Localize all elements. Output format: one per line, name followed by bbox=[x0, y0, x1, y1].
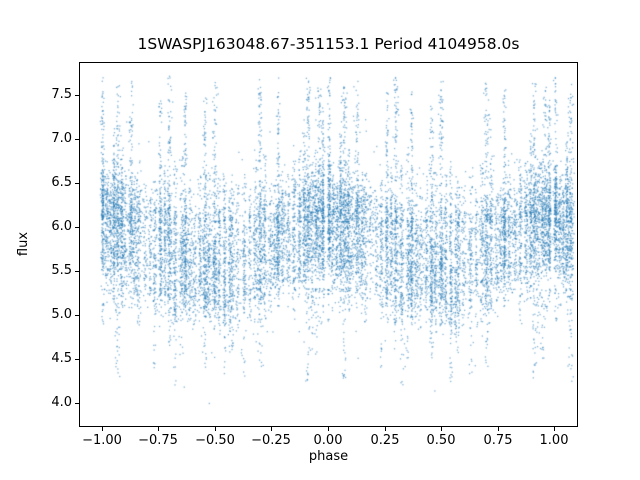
y-tick-label: 4.5 bbox=[51, 351, 72, 366]
x-tick-label: 0.75 bbox=[483, 433, 513, 448]
y-tick-mark bbox=[75, 271, 79, 272]
plot-title: 1SWASPJ163048.67-351153.1 Period 4104958… bbox=[137, 35, 520, 53]
x-tick-label: 0.25 bbox=[370, 433, 400, 448]
x-tick-label: −0.75 bbox=[138, 433, 178, 448]
x-tick-mark bbox=[554, 427, 555, 431]
x-tick-label: −0.25 bbox=[251, 433, 291, 448]
y-tick-label: 5.5 bbox=[51, 263, 72, 278]
x-axis-label: phase bbox=[308, 449, 349, 464]
x-tick-mark bbox=[498, 427, 499, 431]
y-axis-label: flux bbox=[16, 231, 31, 257]
y-tick-mark bbox=[75, 359, 79, 360]
y-tick-label: 7.0 bbox=[51, 131, 72, 146]
y-tick-label: 5.0 bbox=[51, 307, 72, 322]
x-tick-mark bbox=[158, 427, 159, 431]
y-tick-mark bbox=[75, 403, 79, 404]
y-tick-label: 7.5 bbox=[51, 87, 72, 102]
x-tick-mark bbox=[215, 427, 216, 431]
x-tick-mark bbox=[328, 427, 329, 431]
x-tick-label: 1.00 bbox=[539, 433, 569, 448]
x-tick-mark bbox=[441, 427, 442, 431]
x-tick-mark bbox=[385, 427, 386, 431]
scatter-canvas bbox=[79, 62, 578, 427]
x-tick-label: −1.00 bbox=[82, 433, 122, 448]
y-tick-mark bbox=[75, 315, 79, 316]
x-tick-mark bbox=[271, 427, 272, 431]
x-tick-label: −0.50 bbox=[195, 433, 235, 448]
y-tick-mark bbox=[75, 139, 79, 140]
y-tick-mark bbox=[75, 95, 79, 96]
y-tick-label: 6.5 bbox=[51, 175, 72, 190]
x-tick-label: 0.00 bbox=[313, 433, 343, 448]
y-tick-mark bbox=[75, 183, 79, 184]
x-tick-label: 0.50 bbox=[426, 433, 456, 448]
y-tick-label: 4.0 bbox=[51, 395, 72, 410]
y-tick-label: 6.0 bbox=[51, 219, 72, 234]
y-tick-mark bbox=[75, 227, 79, 228]
x-tick-mark bbox=[102, 427, 103, 431]
